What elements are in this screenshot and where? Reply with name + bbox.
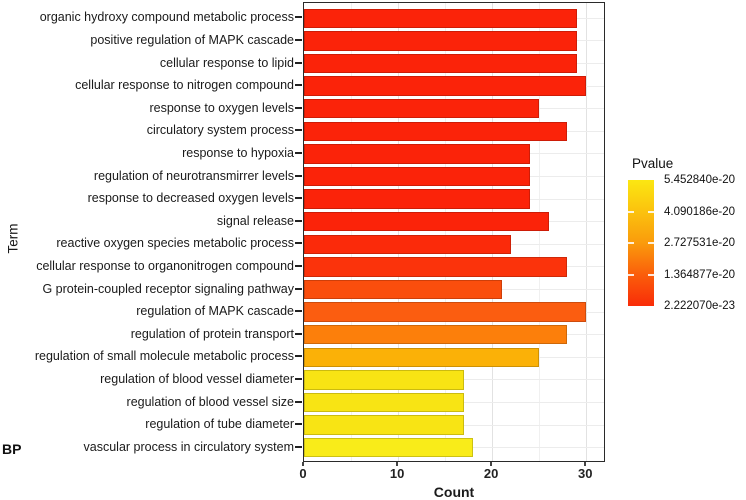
y-axis-tick-label: vascular process in circulatory system [83, 439, 294, 454]
x-axis-tick-mark [396, 462, 398, 466]
y-axis-tick-mark [295, 16, 302, 19]
gridline-vertical-minor [539, 3, 541, 461]
bar [304, 144, 530, 164]
bar [304, 76, 587, 96]
bar [304, 392, 464, 413]
y-axis-tick-mark [295, 355, 302, 358]
y-axis-tick-mark [295, 264, 302, 267]
y-axis-tick-label: regulation of blood vessel size [126, 394, 294, 409]
x-axis-tick-label: 30 [578, 466, 593, 481]
y-axis-tick-label: circulatory system process [146, 123, 294, 138]
gridline-vertical-major [398, 3, 400, 461]
y-axis-tick-mark [295, 219, 302, 222]
bar [304, 31, 577, 51]
colorbar-tick-label: 2.222070e-23 [664, 300, 735, 312]
y-axis-tick-label: response to hypoxia [182, 145, 294, 160]
gridline-vertical-major [586, 3, 588, 461]
colorbar-tick-mark [628, 242, 634, 244]
bar [304, 98, 540, 119]
bar [304, 437, 474, 458]
y-axis-tick-mark [295, 423, 302, 426]
y-axis-tick-mark [295, 84, 302, 87]
bar [304, 347, 540, 368]
x-axis-title: Count [433, 484, 475, 500]
y-axis-tick-label: reactive oxygen species metabolic proces… [56, 236, 294, 251]
x-axis-tick-mark [490, 462, 492, 466]
bar [304, 370, 464, 390]
y-axis-tick-label: regulation of small molecule metabolic p… [34, 349, 294, 364]
y-axis-tick-label: signal release [216, 213, 294, 228]
colorbar-legend: Pvalue 5.452840e-20 4.090186e-20 2.727531e… [628, 156, 746, 312]
y-axis-tick-mark [295, 287, 302, 290]
bar [304, 234, 511, 255]
y-axis-tick-label: regulation of blood vessel diameter [100, 371, 294, 386]
y-axis-tick-mark [295, 61, 302, 64]
bar [304, 302, 587, 322]
x-axis-tick-mark [584, 462, 586, 466]
bar [304, 279, 502, 300]
y-axis-tick-mark [295, 377, 302, 380]
colorbar-tick-mark [628, 273, 634, 276]
x-axis-tick-mark [302, 462, 304, 466]
y-axis-tick-mark [295, 151, 302, 154]
y-axis-tick-mark [295, 38, 302, 41]
y-axis-tick-mark [295, 174, 302, 177]
bar [304, 121, 568, 142]
bar [304, 8, 577, 29]
y-axis-tick-label: cellular response to nitrogen compound [75, 78, 294, 93]
bar [304, 324, 568, 345]
x-axis-tick-label: 20 [483, 466, 499, 481]
colorbar-tick-label: 4.090186e-20 [664, 205, 735, 218]
gridline-vertical-minor [445, 3, 447, 461]
gridline-vertical-minor [351, 3, 353, 461]
bar [304, 415, 464, 435]
colorbar-tick-label: 1.364877e-20 [664, 268, 735, 281]
y-axis-tick-mark [295, 242, 302, 245]
colorbar-tick-label: 2.727531e-20 [664, 237, 735, 249]
y-axis-tick-label: regulation of tube diameter [145, 417, 294, 432]
y-axis-tick-label: organic hydroxy compound metabolic proce… [39, 10, 294, 25]
colorbar-tick-mark [628, 210, 634, 213]
bar [304, 211, 549, 232]
colorbar-tick-mark [648, 210, 654, 213]
plot-panel [303, 2, 605, 462]
y-axis-tick-mark [295, 310, 302, 313]
bar [304, 257, 568, 277]
y-axis-tick-mark [295, 332, 302, 335]
y-axis-tick-mark [295, 445, 302, 448]
x-axis-tick-label: 0 [299, 466, 307, 481]
y-axis-tick-label: regulation of protein transport [130, 326, 294, 341]
y-axis-tick-label: regulation of MAPK cascade [136, 304, 294, 319]
legend-title: Pvalue [632, 156, 674, 171]
gridline-vertical-major [492, 3, 494, 461]
bar [304, 53, 577, 74]
y-axis-title: Term [5, 223, 21, 254]
y-axis-tick-label: regulation of neurotransmirrer levels [93, 168, 294, 183]
y-axis-tick-label: positive regulation of MAPK cascade [90, 32, 294, 47]
y-axis-tick-mark [295, 129, 302, 132]
y-axis-tick-mark [295, 106, 302, 109]
y-axis-tick-label: cellular response to lipid [159, 55, 294, 70]
y-axis-tick-label: cellular response to organonitrogen comp… [36, 258, 294, 273]
y-axis-tick-mark [295, 197, 302, 200]
colorbar-tick-mark [648, 273, 654, 276]
bar [304, 189, 530, 209]
colorbar-tick-mark [648, 242, 654, 244]
y-axis-tick-label: response to decreased oxygen levels [87, 191, 294, 206]
bar [304, 166, 530, 187]
x-axis-tick-label: 10 [389, 466, 405, 481]
y-axis-tick-label: G protein-coupled receptor signaling pat… [42, 281, 294, 296]
y-axis-tick-label: response to oxygen levels [149, 100, 294, 115]
colorbar-tick-label: 5.452840e-20 [664, 174, 735, 186]
y-axis-tick-mark [295, 400, 302, 403]
group-label: BP [2, 441, 22, 457]
